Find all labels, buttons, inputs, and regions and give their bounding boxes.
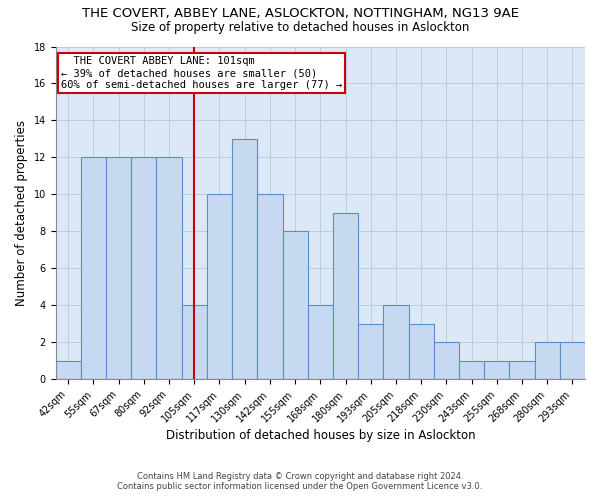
Bar <box>383 306 409 379</box>
Text: THE COVERT, ABBEY LANE, ASLOCKTON, NOTTINGHAM, NG13 9AE: THE COVERT, ABBEY LANE, ASLOCKTON, NOTTI… <box>82 8 518 20</box>
X-axis label: Distribution of detached houses by size in Aslockton: Distribution of detached houses by size … <box>166 430 475 442</box>
Text: THE COVERT ABBEY LANE: 101sqm
← 39% of detached houses are smaller (50)
60% of s: THE COVERT ABBEY LANE: 101sqm ← 39% of d… <box>61 56 342 90</box>
Bar <box>509 360 535 379</box>
Bar <box>157 158 182 379</box>
Bar <box>131 158 157 379</box>
Bar <box>459 360 484 379</box>
Bar <box>560 342 585 379</box>
Bar <box>283 232 308 379</box>
Bar <box>434 342 459 379</box>
Bar <box>409 324 434 379</box>
Bar <box>56 360 81 379</box>
Bar <box>358 324 383 379</box>
Text: Size of property relative to detached houses in Aslockton: Size of property relative to detached ho… <box>131 21 469 34</box>
Text: Contains HM Land Registry data © Crown copyright and database right 2024.
Contai: Contains HM Land Registry data © Crown c… <box>118 472 482 491</box>
Bar <box>182 306 207 379</box>
Bar <box>484 360 509 379</box>
Y-axis label: Number of detached properties: Number of detached properties <box>15 120 28 306</box>
Bar <box>333 213 358 379</box>
Bar <box>232 139 257 379</box>
Bar <box>81 158 106 379</box>
Bar <box>207 194 232 379</box>
Bar <box>257 194 283 379</box>
Bar <box>106 158 131 379</box>
Bar <box>535 342 560 379</box>
Bar <box>308 306 333 379</box>
